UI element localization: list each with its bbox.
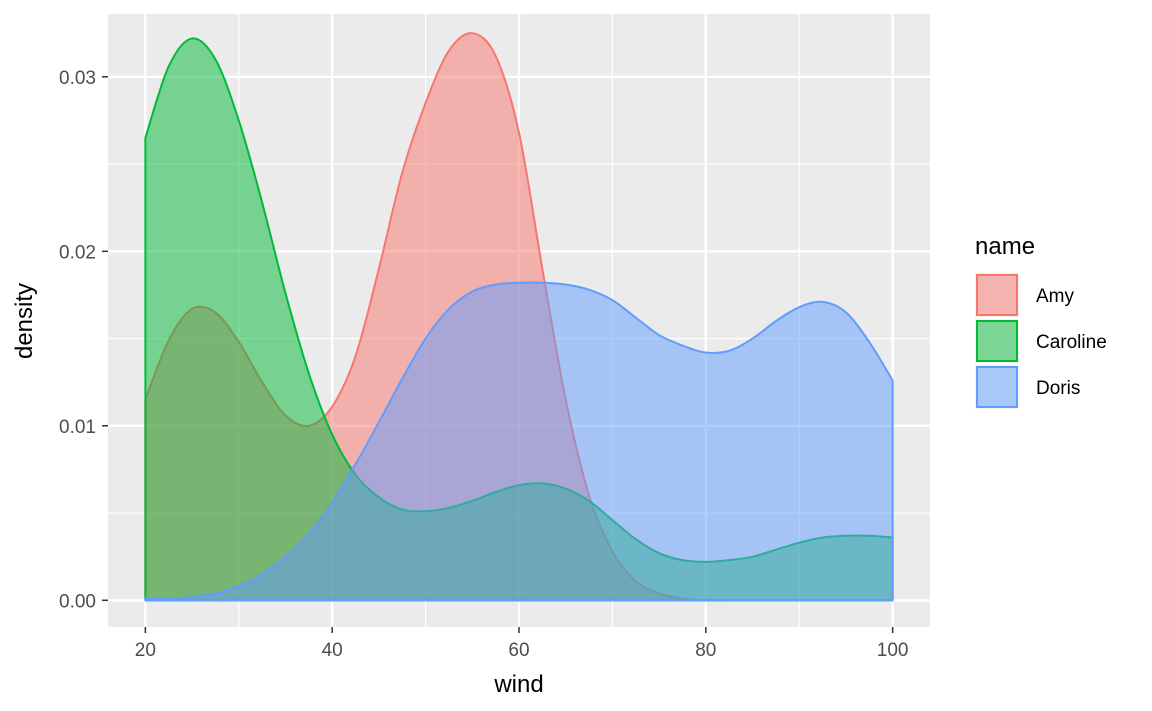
legend-label-amy: Amy — [1036, 286, 1075, 307]
x-axis: 20 40 60 80 100 — [135, 627, 909, 661]
x-axis-title: wind — [493, 671, 543, 698]
legend-label-caroline: Caroline — [1036, 332, 1107, 353]
y-tick-label: 0.02 — [59, 242, 96, 263]
y-tick-label: 0.00 — [59, 591, 96, 612]
legend: name Amy Caroline Doris — [975, 233, 1107, 409]
y-tick-label: 0.03 — [59, 68, 96, 89]
legend-title: name — [975, 233, 1035, 260]
legend-swatch-caroline — [976, 320, 1018, 362]
x-tick-label: 60 — [508, 640, 529, 661]
x-tick-label: 40 — [322, 640, 343, 661]
y-tick-label: 0.01 — [59, 417, 96, 438]
y-axis-title: density — [11, 283, 38, 359]
legend-swatch-doris — [976, 366, 1018, 408]
x-tick-label: 100 — [877, 640, 909, 661]
x-tick-label: 20 — [135, 640, 156, 661]
y-axis: 0.00 0.01 0.02 0.03 — [59, 68, 108, 612]
legend-label-doris: Doris — [1036, 378, 1080, 399]
x-tick-label: 80 — [695, 640, 716, 661]
series-layer — [144, 32, 894, 602]
density-area-doris — [144, 281, 894, 602]
legend-swatch-amy — [976, 274, 1018, 316]
